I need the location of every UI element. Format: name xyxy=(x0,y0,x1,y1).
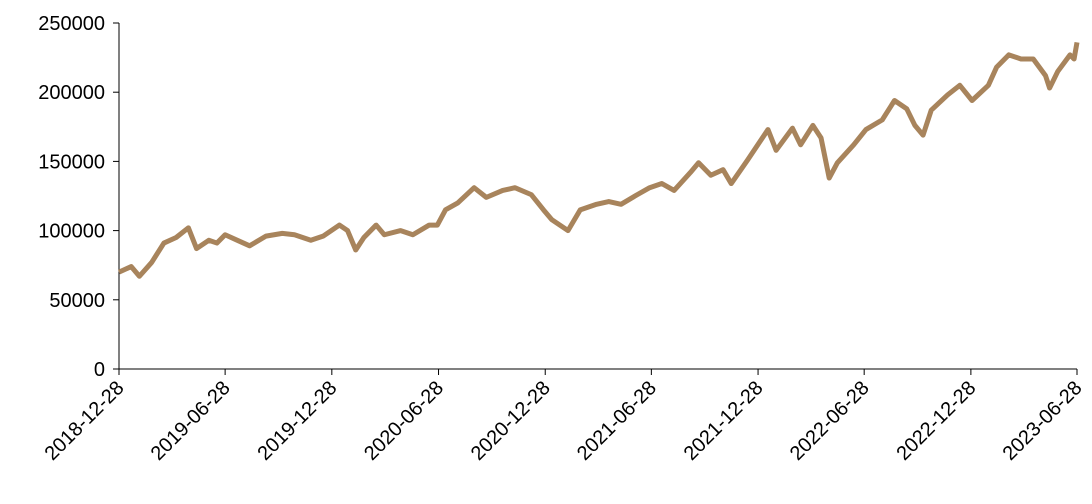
x-tick-label: 2021-06-28 xyxy=(573,377,661,465)
x-tick-label: 2021-12-28 xyxy=(680,377,768,465)
x-tick-label: 2022-12-28 xyxy=(893,377,981,465)
x-tick-label: 2023-06-28 xyxy=(999,377,1087,465)
y-tick-label: 0 xyxy=(94,359,105,381)
x-tick-label: 2020-06-28 xyxy=(360,377,448,465)
x-tick-label: 2018-12-28 xyxy=(41,377,129,465)
x-tick-label: 2019-06-28 xyxy=(147,377,235,465)
y-tick-label: 200000 xyxy=(38,82,105,104)
line-series xyxy=(117,41,1080,279)
y-tick-label: 250000 xyxy=(38,13,105,35)
x-tick-label: 2020-12-28 xyxy=(467,377,555,465)
y-tick-label: 150000 xyxy=(38,151,105,173)
y-tick-label: 50000 xyxy=(49,290,105,312)
x-tick-label: 2019-12-28 xyxy=(253,377,341,465)
y-tick-label: 100000 xyxy=(38,221,105,243)
x-tick-label: 2022-06-28 xyxy=(786,377,874,465)
